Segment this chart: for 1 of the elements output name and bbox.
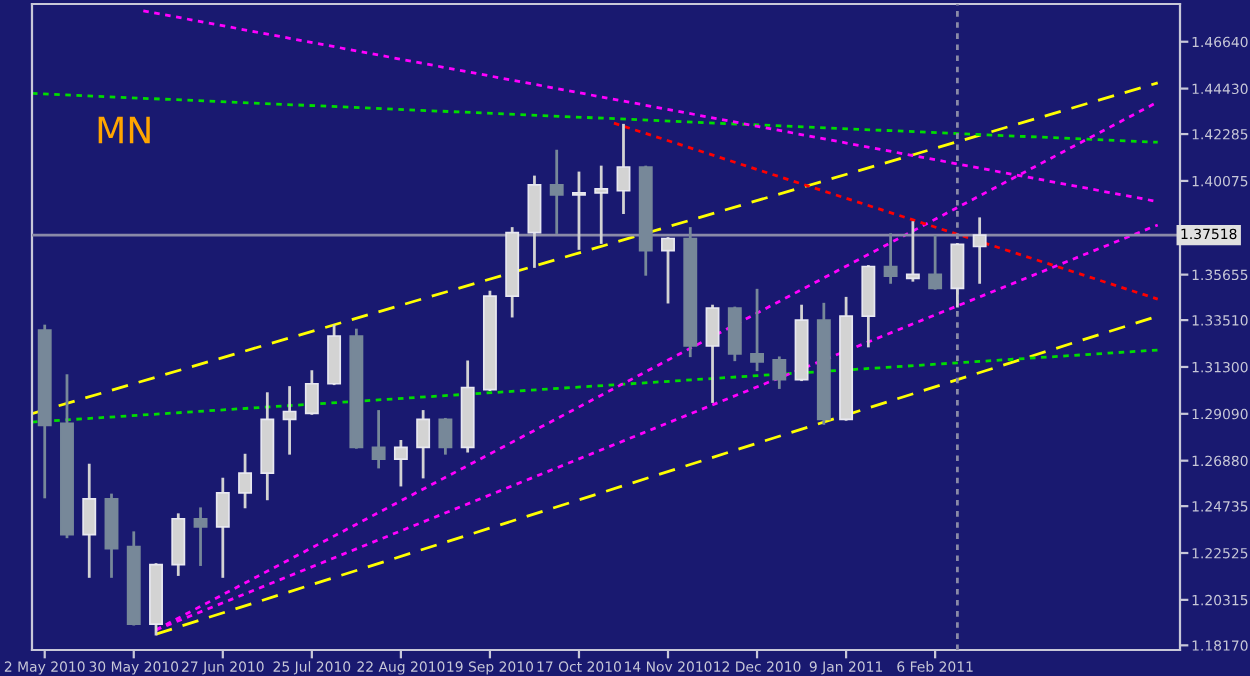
annotation: MN <box>98 116 150 144</box>
